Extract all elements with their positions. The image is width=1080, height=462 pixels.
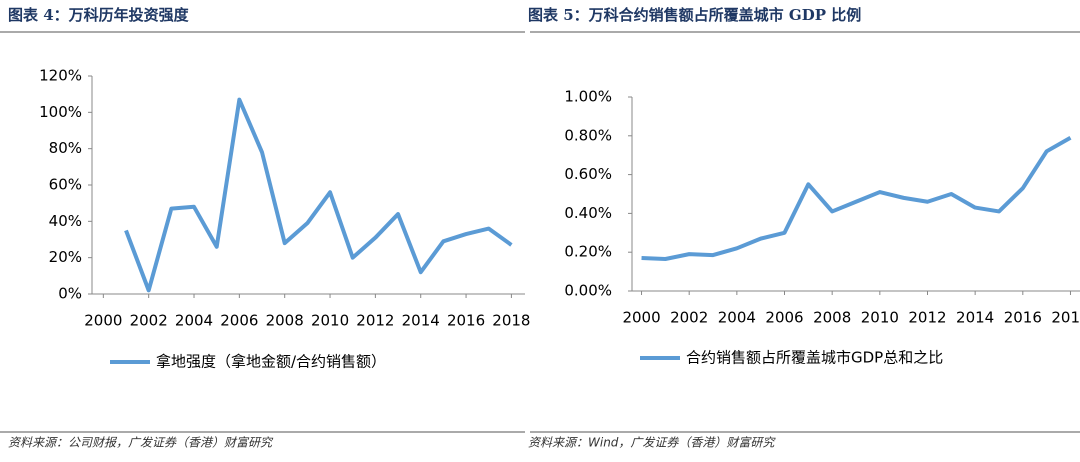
- legend-label: 拿地强度（拿地金额/合约销售额）: [156, 353, 386, 371]
- x-tick-label: 2018: [492, 312, 530, 330]
- x-tick-label: 2002: [670, 309, 708, 327]
- x-tick-label: 2016: [1004, 309, 1042, 327]
- source-note: 资料来源：公司财报，广发证券（香港）财富研究: [8, 436, 274, 450]
- x-tick-label: 2012: [356, 312, 394, 330]
- y-tick-label: 0.80%: [564, 126, 612, 144]
- y-tick-label: 0.60%: [564, 165, 612, 183]
- chart-title: 图表 5：万科合约销售额占所覆盖城市 GDP 比例: [528, 6, 861, 24]
- x-tick-label: 2002: [130, 312, 168, 330]
- x-tick-label: 2008: [266, 312, 304, 330]
- x-tick-label: 2006: [765, 309, 803, 327]
- y-tick-label: 60%: [49, 176, 82, 194]
- x-tick-label: 2014: [402, 312, 440, 330]
- y-tick-label: 40%: [49, 212, 82, 230]
- y-tick-label: 120%: [39, 67, 82, 85]
- x-tick-label: 2012: [908, 309, 946, 327]
- series-line: [641, 136, 1072, 261]
- y-tick-label: 1.00%: [564, 88, 612, 106]
- x-tick-label: 2010: [311, 312, 349, 330]
- x-tick-label: 2004: [175, 312, 213, 330]
- y-tick-label: 20%: [49, 248, 82, 266]
- y-tick-label: 0.40%: [564, 204, 612, 222]
- x-tick-label: 2000: [84, 312, 122, 330]
- y-tick-label: 0%: [58, 285, 82, 303]
- x-tick-label: 2000: [622, 309, 660, 327]
- x-tick-label: 2016: [447, 312, 485, 330]
- x-tick-label: 2018: [1051, 309, 1080, 327]
- y-tick-label: 100%: [39, 103, 82, 121]
- y-tick-label: 80%: [49, 139, 82, 157]
- x-tick-label: 2014: [956, 309, 994, 327]
- chart-title: 图表 4：万科历年投资强度: [8, 6, 190, 24]
- x-tick-label: 2006: [220, 312, 258, 330]
- legend-label: 合约销售额占所覆盖城市GDP总和之比: [686, 349, 943, 367]
- source-note: 资料来源：Wind，广发证券（香港）财富研究: [528, 436, 776, 450]
- x-tick-label: 2004: [718, 309, 756, 327]
- x-tick-label: 2008: [813, 309, 851, 327]
- series-line: [124, 97, 513, 293]
- y-tick-label: 0.00%: [564, 282, 612, 300]
- x-tick-label: 2010: [861, 309, 899, 327]
- y-tick-label: 0.20%: [564, 243, 612, 261]
